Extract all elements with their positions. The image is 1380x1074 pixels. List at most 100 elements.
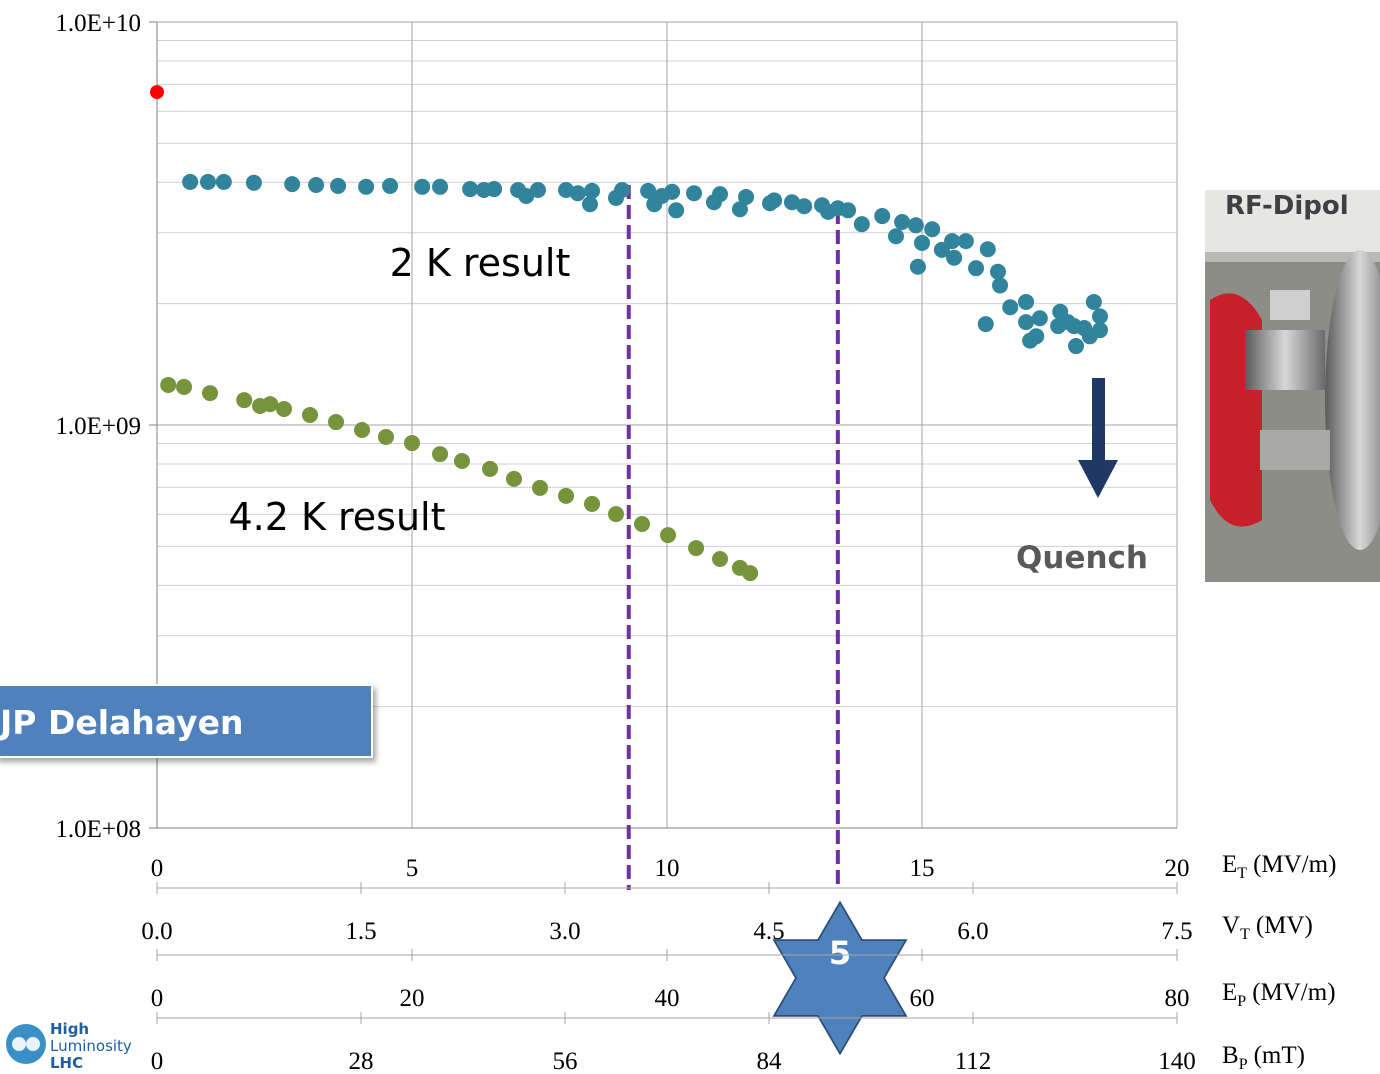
point — [570, 185, 586, 201]
point — [908, 217, 924, 233]
photo: RF-Dipol — [1205, 190, 1380, 582]
point — [924, 221, 940, 237]
point — [614, 182, 630, 198]
axis-title-symbol: E — [1222, 851, 1237, 878]
point — [584, 183, 600, 199]
secondary-tick-label: 1.5 — [345, 918, 376, 945]
star — [774, 902, 906, 1053]
axis-title: EP (MV/m) — [1222, 979, 1336, 1010]
point — [968, 260, 984, 276]
point — [432, 446, 448, 462]
point — [482, 461, 498, 477]
point — [840, 202, 856, 218]
y-tick-label: 1.0E+10 — [55, 10, 141, 37]
point — [378, 429, 394, 445]
logo: High Luminosity LHC — [6, 1020, 132, 1072]
series-label: 2 K result — [390, 241, 571, 285]
point — [712, 551, 728, 567]
point — [284, 176, 300, 192]
secondary-tick-label: 20 — [400, 985, 425, 1012]
x-tick-label: 5 — [406, 855, 419, 882]
point — [308, 177, 324, 193]
point — [558, 488, 574, 504]
point — [160, 377, 176, 393]
axis-title-symbol: V — [1222, 912, 1240, 939]
point — [1092, 308, 1108, 324]
secondary-tick-label: 60 — [910, 985, 935, 1012]
point — [980, 241, 996, 257]
point — [854, 216, 870, 232]
point — [946, 250, 962, 266]
point — [914, 235, 930, 251]
axis-title: VT (MV) — [1222, 912, 1313, 943]
secondary-tick-label: 56 — [553, 1048, 578, 1074]
point — [176, 379, 192, 395]
point — [354, 422, 370, 438]
axis-title-symbol: E — [1222, 979, 1237, 1006]
x-tick-label: 15 — [910, 855, 935, 882]
point — [894, 214, 910, 230]
point — [506, 471, 522, 487]
axis-title-sub: P — [1239, 1056, 1248, 1073]
photo-caption: RF-Dipol — [1225, 191, 1349, 221]
point — [990, 264, 1006, 280]
quench-arrow — [1078, 378, 1118, 498]
point — [1002, 299, 1018, 315]
point — [1068, 338, 1084, 354]
secondary-tick-label: 80 — [1165, 985, 1190, 1012]
point — [664, 184, 680, 200]
secondary-tick-label: 3.0 — [549, 918, 580, 945]
point — [150, 85, 164, 99]
axis-title-sub: T — [1240, 926, 1250, 943]
point — [634, 516, 650, 532]
point — [404, 435, 420, 451]
point — [1018, 294, 1034, 310]
point — [1032, 310, 1048, 326]
point — [486, 181, 502, 197]
axis-title-unit: (MV/m) — [1253, 851, 1336, 878]
point — [608, 506, 624, 522]
axis-title-unit: (MV/m) — [1252, 979, 1335, 1006]
secondary-tick-label: 0 — [151, 985, 164, 1012]
point — [888, 228, 904, 244]
x-tick-label: 0 — [151, 855, 164, 882]
name-box-label: JP Delahayen — [0, 703, 243, 742]
axis-title-unit: (MV) — [1256, 912, 1313, 939]
point — [330, 178, 346, 194]
point — [738, 189, 754, 205]
point — [1086, 294, 1102, 310]
star-label: 5 — [829, 934, 851, 972]
point — [584, 496, 600, 512]
secondary-tick-label: 140 — [1158, 1048, 1196, 1074]
point — [958, 233, 974, 249]
logo-text: Luminosity — [50, 1037, 132, 1055]
point — [302, 407, 318, 423]
point — [978, 316, 994, 332]
secondary-tick-label: 4.5 — [753, 918, 784, 945]
x-tick-label: 10 — [655, 855, 680, 882]
point — [688, 540, 704, 556]
point — [766, 192, 782, 208]
point — [262, 396, 278, 412]
secondary-tick-label: 7.5 — [1161, 918, 1192, 945]
axis-title-sub: P — [1237, 993, 1246, 1010]
point — [660, 527, 676, 543]
point — [742, 565, 758, 581]
secondary-tick-label: 40 — [655, 985, 680, 1012]
axis-title-unit: (mT) — [1254, 1042, 1305, 1069]
secondary-tick-label: 6.0 — [957, 918, 988, 945]
point — [236, 392, 252, 408]
point — [532, 480, 548, 496]
point — [668, 202, 684, 218]
y-tick-label: 1.0E+09 — [55, 413, 141, 440]
secondary-tick-label: 0 — [151, 1048, 164, 1074]
quench-label: Quench — [1016, 540, 1148, 576]
chart: RF-Dipol Quench JP Delahayen 5 High Lumi… — [0, 0, 1380, 1074]
point — [944, 233, 960, 249]
point — [992, 277, 1008, 293]
point — [874, 208, 890, 224]
secondary-tick-label: 112 — [955, 1048, 992, 1074]
point — [796, 198, 812, 214]
point — [276, 401, 292, 417]
point — [358, 179, 374, 195]
